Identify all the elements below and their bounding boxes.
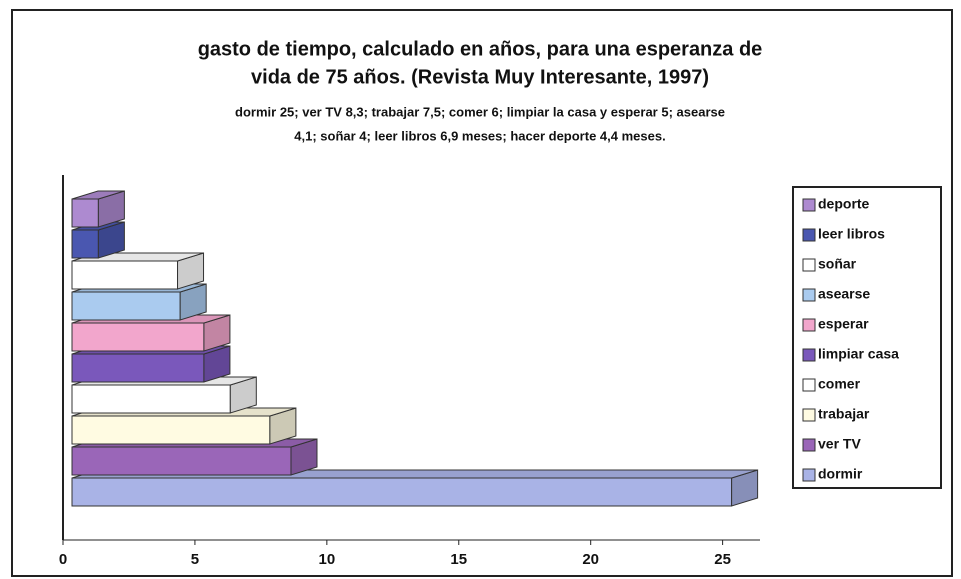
legend-swatch: [802, 228, 816, 242]
bar: [71, 384, 231, 414]
x-tick-label: 10: [319, 551, 336, 568]
legend-label: leer libros: [818, 226, 885, 242]
chart-title: gasto de tiempo, calculado en años, para…: [198, 38, 763, 60]
chart-subtitle: dormir 25; ver TV 8,3; trabajar 7,5; com…: [235, 104, 725, 119]
chart-subtitle: 4,1; soñar 4; leer libros 6,9 meses; hac…: [294, 128, 665, 143]
legend-label: trabajar: [818, 406, 870, 422]
bar-top: [71, 190, 125, 200]
legend-swatch: [802, 198, 816, 212]
chart-title: vida de 75 años. (Revista Muy Interesant…: [251, 66, 709, 88]
bar: [71, 322, 205, 352]
x-tick-label: 15: [450, 551, 467, 568]
legend-swatch: [802, 408, 816, 422]
legend-label: esperar: [818, 316, 869, 332]
bar: [71, 353, 205, 383]
legend-label: ver TV: [818, 436, 861, 452]
bar: [71, 198, 99, 228]
bar: [71, 477, 733, 507]
bar: [71, 229, 99, 259]
x-tick-label: 0: [59, 551, 67, 568]
legend-swatch: [802, 468, 816, 482]
bar: [71, 260, 179, 290]
legend-label: dormir: [818, 466, 863, 482]
legend-label: asearse: [818, 286, 870, 302]
bar: [71, 415, 271, 445]
legend-swatch: [802, 258, 816, 272]
legend-swatch: [802, 438, 816, 452]
legend-swatch: [802, 288, 816, 302]
legend-swatch: [802, 378, 816, 392]
x-tick-label: 20: [582, 551, 599, 568]
legend: [792, 186, 942, 489]
x-tick-label: 25: [714, 551, 731, 568]
bar: [71, 446, 292, 476]
x-tick-label: 5: [191, 551, 199, 568]
legend-label: limpiar casa: [818, 346, 899, 362]
legend-label: comer: [818, 376, 861, 392]
legend-label: soñar: [818, 256, 857, 272]
legend-swatch: [802, 318, 816, 332]
legend-label: deporte: [818, 196, 870, 212]
bar: [71, 291, 181, 321]
legend-swatch: [802, 348, 816, 362]
